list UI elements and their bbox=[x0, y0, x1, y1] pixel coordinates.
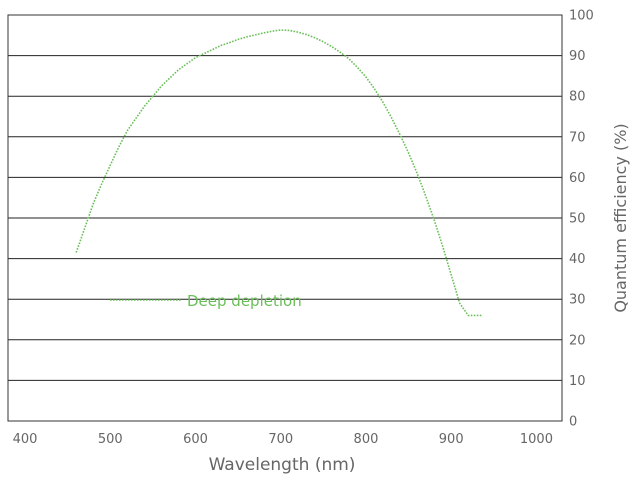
y-axis-label: Quantum efficiency (%) bbox=[611, 123, 630, 312]
series-lines bbox=[75, 29, 482, 317]
x-tick-label-800: 800 bbox=[354, 432, 379, 447]
x-tick-label-600: 600 bbox=[183, 432, 208, 447]
y-tick-label-40: 40 bbox=[569, 252, 586, 267]
legend: Deep depletion bbox=[110, 292, 302, 310]
y-tick-label-80: 80 bbox=[569, 90, 586, 105]
y-tick-label-90: 90 bbox=[569, 49, 586, 64]
x-axis-label: Wavelength (nm) bbox=[209, 455, 356, 475]
gridlines bbox=[8, 55, 562, 381]
y-tick-label-100: 100 bbox=[569, 9, 594, 24]
y-tick-label-30: 30 bbox=[569, 293, 586, 308]
plot-area-border bbox=[7, 14, 563, 422]
x-tick-label-900: 900 bbox=[439, 432, 464, 447]
x-tick-label-700: 700 bbox=[268, 432, 293, 447]
y-tick-label-20: 20 bbox=[569, 333, 586, 348]
y-tick-label-70: 70 bbox=[569, 130, 586, 145]
y-tick-label-60: 60 bbox=[569, 171, 586, 186]
x-axis-ticks: 400 500 600 700 800 900 1000 bbox=[13, 432, 553, 447]
legend-label-deep-depletion: Deep depletion bbox=[187, 292, 302, 310]
y-tick-label-50: 50 bbox=[569, 212, 586, 227]
y-tick-label-0: 0 bbox=[569, 415, 577, 430]
y-axis-ticks: 0 10 20 30 40 50 60 70 80 90 100 bbox=[569, 9, 594, 430]
x-tick-label-500: 500 bbox=[98, 432, 123, 447]
x-tick-label-400: 400 bbox=[13, 432, 38, 447]
x-tick-label-1000: 1000 bbox=[520, 432, 553, 447]
series-line-deep-depletion bbox=[75, 29, 482, 317]
y-tick-label-10: 10 bbox=[569, 374, 586, 389]
